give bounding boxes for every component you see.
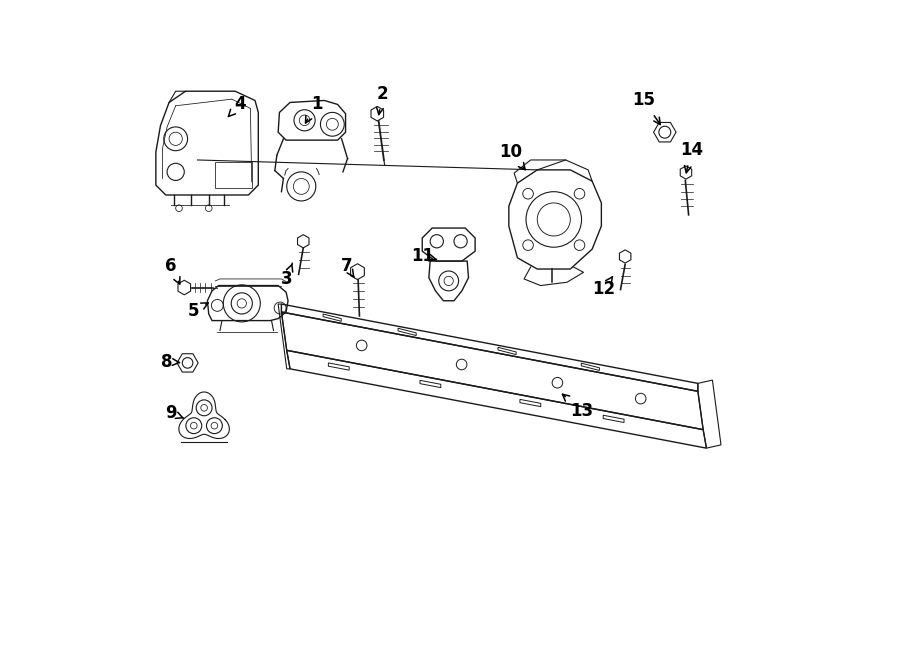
Polygon shape: [298, 235, 309, 248]
Text: 11: 11: [410, 247, 436, 265]
Text: 5: 5: [188, 301, 208, 320]
Text: 6: 6: [166, 256, 180, 284]
Polygon shape: [619, 250, 631, 263]
Text: 12: 12: [592, 277, 616, 298]
Text: 10: 10: [500, 143, 526, 170]
Polygon shape: [351, 264, 364, 280]
Polygon shape: [680, 166, 692, 179]
Text: 9: 9: [166, 404, 184, 422]
Polygon shape: [371, 106, 383, 121]
Text: 7: 7: [340, 256, 355, 278]
Text: 13: 13: [562, 394, 594, 420]
Text: 8: 8: [161, 352, 180, 371]
Text: 4: 4: [229, 95, 247, 116]
Text: 1: 1: [305, 95, 322, 123]
Text: 14: 14: [680, 141, 703, 173]
Polygon shape: [653, 122, 676, 142]
Text: 3: 3: [281, 263, 292, 288]
Polygon shape: [178, 280, 191, 295]
Polygon shape: [177, 354, 198, 372]
Text: 15: 15: [632, 91, 661, 124]
Text: 2: 2: [377, 85, 389, 114]
